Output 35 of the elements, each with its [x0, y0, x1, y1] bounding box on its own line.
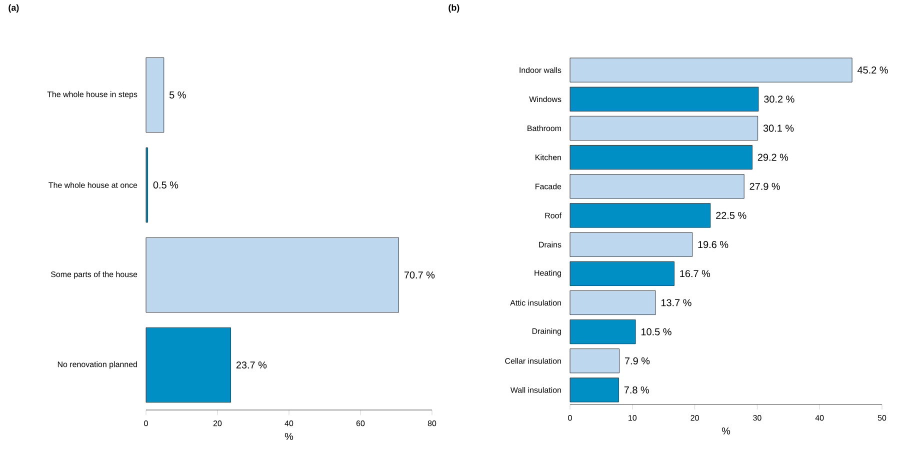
data-label: 5 % [169, 91, 186, 99]
text: (b) [448, 4, 460, 13]
data-label: 45.2 % [857, 66, 888, 74]
bar [570, 261, 674, 286]
bar [570, 348, 620, 374]
data-label: 7.8 % [624, 386, 649, 394]
data-label: 7.9 % [625, 357, 650, 364]
bar [570, 144, 752, 170]
bar [570, 174, 744, 199]
bar [570, 58, 852, 82]
bar [146, 327, 231, 403]
data-label: 22.5 % [716, 212, 746, 219]
data-label: 19.6 % [698, 241, 728, 248]
bar [570, 116, 758, 141]
x-axis-title: % [722, 428, 730, 434]
x-axis-title: % [284, 433, 294, 440]
bar [146, 57, 164, 133]
data-label: 30.1 % [763, 124, 794, 132]
bar [146, 237, 399, 313]
text: (a) [8, 4, 19, 13]
data-label: 29.2 % [758, 154, 788, 161]
data-label: 30.2 % [764, 96, 794, 103]
data-label: 10.5 % [641, 328, 672, 336]
bar [570, 203, 711, 228]
data-label: 13.7 % [661, 299, 692, 306]
bar [570, 378, 619, 402]
data-label: 27.9 % [750, 182, 780, 190]
bar [570, 290, 656, 316]
bar [570, 232, 693, 257]
bar [570, 319, 636, 344]
data-label: 23.7 % [236, 361, 267, 369]
data-label: 16.7 % [680, 270, 710, 278]
data-label: 70.7 % [404, 271, 435, 279]
data-label: 0.5 % [153, 181, 178, 189]
bar [570, 86, 759, 112]
